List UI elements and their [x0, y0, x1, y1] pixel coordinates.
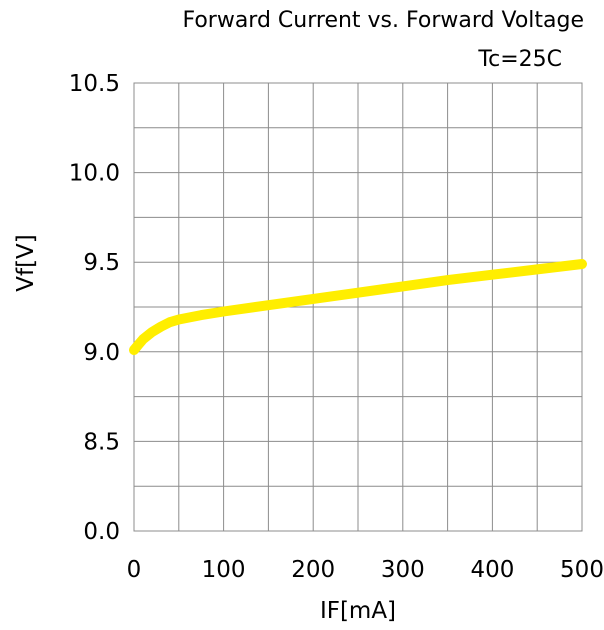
x-axis-label: IF[mA] [320, 598, 396, 624]
series-line [129, 259, 587, 355]
y-tick-label: 0.0 [83, 519, 120, 545]
y-tick-labels: 0.0 8.5 9.0 9.5 10.0 10.5 [69, 71, 120, 545]
x-tick-label: 300 [381, 557, 425, 583]
chart-subtitle: Tc=25C [477, 47, 562, 72]
x-tick-label: 0 [127, 557, 142, 583]
chart-title: Forward Current vs. Forward Voltage [182, 8, 584, 33]
y-tick-label: 9.5 [83, 250, 120, 276]
plot-frame [133, 82, 583, 532]
y-tick-label: 9.0 [83, 340, 120, 366]
y-axis-label: Vf[V] [13, 234, 39, 292]
x-tick-label: 400 [470, 557, 514, 583]
grid [134, 83, 582, 531]
x-tick-labels: 0 100 200 300 400 500 [127, 557, 604, 583]
x-tick-label: 500 [560, 557, 604, 583]
y-tick-label: 10.5 [69, 71, 120, 97]
x-tick-label: 100 [202, 557, 246, 583]
y-tick-label: 8.5 [83, 429, 120, 455]
y-tick-label: 10.0 [69, 161, 120, 187]
x-tick-label: 200 [291, 557, 335, 583]
